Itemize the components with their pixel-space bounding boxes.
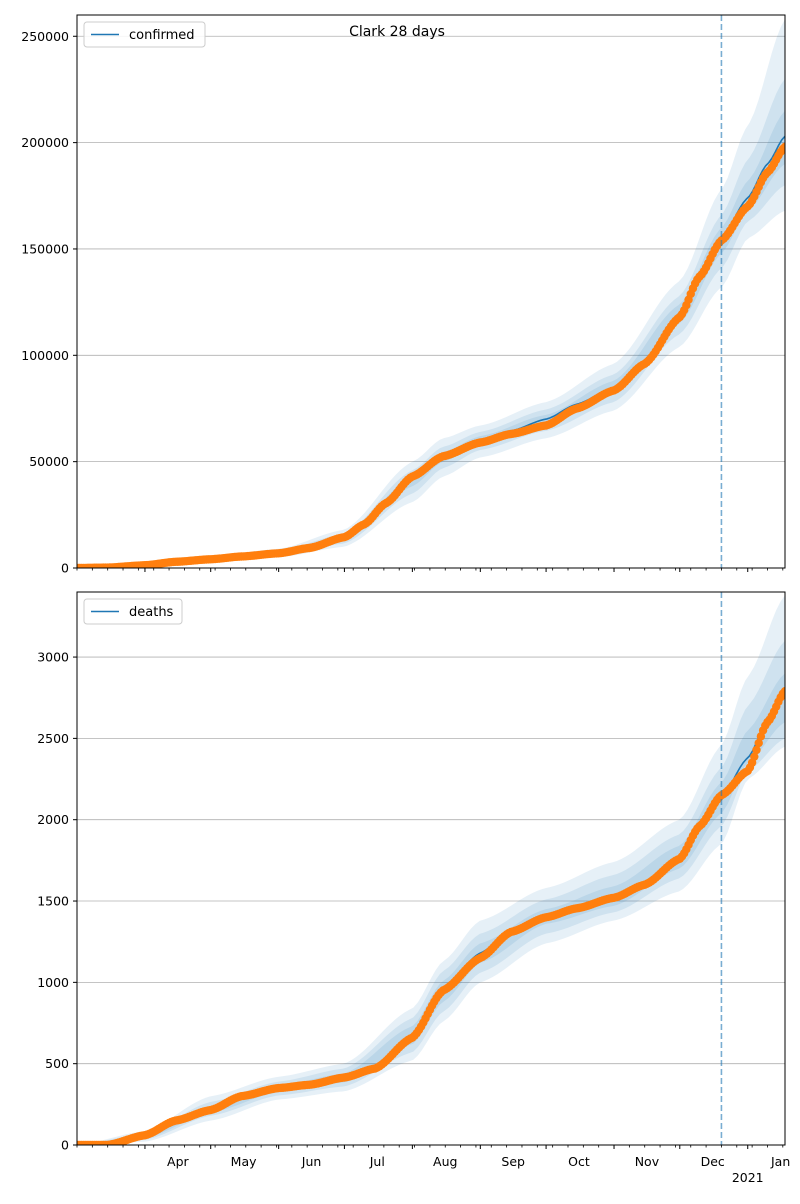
axes-frame xyxy=(76,14,786,569)
legend-box xyxy=(83,21,206,48)
data-point xyxy=(750,752,759,761)
x-tick-label: Oct xyxy=(568,1154,590,1169)
grid-lines xyxy=(77,656,785,1146)
x-axis: Apr May Jun Jul Aug Sep Oct Nov Dec Jan 2021 xyxy=(76,1145,790,1185)
y-tick-label: 250000 xyxy=(21,29,69,44)
data-point xyxy=(780,687,785,696)
x-tick-label: May xyxy=(231,1154,257,1169)
data-point xyxy=(752,745,761,755)
confidence-band-2 xyxy=(77,78,785,568)
y-tick-label: 0 xyxy=(61,561,69,576)
model-line-group xyxy=(77,135,785,568)
y-tick-label: 50000 xyxy=(29,454,69,469)
axes-frame xyxy=(76,591,786,1146)
confidence-band-1 xyxy=(77,19,785,568)
plot-panel-1: 0 50000 100000 150000 200000 250000 confirmed C… xyxy=(21,14,786,576)
legend-label: deaths xyxy=(129,605,174,620)
data-point xyxy=(754,738,763,748)
y-tick-label: 3000 xyxy=(37,650,69,665)
chart-title: Clark 28 days xyxy=(349,24,445,40)
y-tick-label: 2000 xyxy=(37,812,69,827)
y-tick-label: 2500 xyxy=(37,731,69,746)
y-tick-label: 500 xyxy=(45,1056,69,1071)
y-tick-label: 150000 xyxy=(21,241,69,256)
legend: deaths xyxy=(83,598,183,625)
y-tick-label: 1000 xyxy=(37,975,69,990)
y-axis: 0 500 1000 1500 2000 2500 3000 xyxy=(37,650,77,1153)
confidence-band-3 xyxy=(77,673,785,1145)
y-tick-label: 200000 xyxy=(21,135,69,150)
x-tick-label: Nov xyxy=(635,1154,660,1169)
confidence-band-2 xyxy=(77,640,785,1145)
x-tick-label: Aug xyxy=(433,1154,457,1169)
x-tick-label: Sep xyxy=(501,1154,525,1169)
legend-box xyxy=(83,598,183,625)
legend: confirmed xyxy=(83,21,206,48)
confidence-bands xyxy=(77,595,785,1145)
y-axis: 0 50000 100000 150000 200000 250000 xyxy=(21,29,77,576)
legend-label: confirmed xyxy=(129,28,195,43)
confidence-band-1 xyxy=(77,595,785,1145)
observed-points xyxy=(77,687,785,1145)
x-tick-label: Apr xyxy=(167,1154,189,1169)
confidence-bands xyxy=(77,19,785,568)
x-axis xyxy=(76,568,784,572)
model-line xyxy=(77,135,785,568)
y-tick-label: 100000 xyxy=(21,348,69,363)
plot-panel-2: 0 500 1000 1500 2000 2500 3000 Apr May Jun Jul Aug S… xyxy=(37,591,790,1185)
y-tick-label: 0 xyxy=(61,1138,69,1153)
x-tick-label: Jul xyxy=(369,1154,385,1169)
y-tick-label: 1500 xyxy=(37,894,69,909)
x-tick-label: Dec xyxy=(701,1154,725,1169)
observed-points xyxy=(77,142,785,568)
x-tick-label: Jan xyxy=(770,1154,790,1169)
model-line xyxy=(77,695,785,1145)
x-tick-label: Jun xyxy=(301,1154,322,1169)
x-year-label: 2021 xyxy=(732,1170,764,1185)
model-line-group xyxy=(77,695,785,1145)
data-point xyxy=(780,142,785,152)
